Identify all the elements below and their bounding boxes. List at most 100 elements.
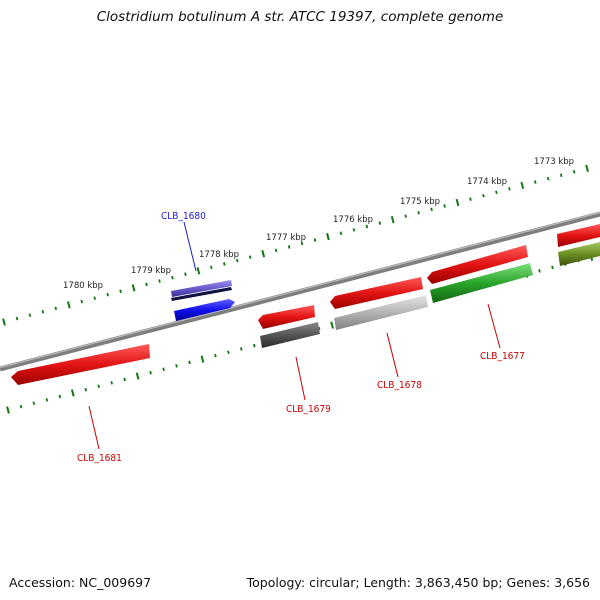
minor-tick xyxy=(210,265,213,270)
minor-tick xyxy=(119,289,122,294)
genome-backbone xyxy=(0,211,600,372)
genome-backbone-highlight xyxy=(0,211,600,369)
minor-tick xyxy=(54,306,58,311)
minor-tick xyxy=(534,180,537,184)
minor-tick xyxy=(80,299,84,304)
gene-label-clb-1680[interactable]: CLB_1680 xyxy=(161,211,206,222)
minor-tick xyxy=(508,187,511,191)
minor-tick xyxy=(538,269,541,273)
gene-feature-right-olive[interactable] xyxy=(558,242,600,266)
major-tick xyxy=(585,164,589,173)
scale-label-1780: 1780 kbp xyxy=(63,281,103,291)
minor-tick xyxy=(32,401,36,406)
minor-tick xyxy=(378,221,382,225)
gene-feature-right-red-top[interactable] xyxy=(557,224,600,247)
minor-tick xyxy=(469,197,472,201)
minor-tick xyxy=(28,313,32,317)
accession-text: Accession: NC_009697 xyxy=(9,575,152,590)
scale-label-1779: 1779 kbp xyxy=(131,266,171,276)
minor-tick xyxy=(188,360,191,365)
gene-feature-clb-1679-red[interactable] xyxy=(258,305,315,329)
gene-label-clb-1677[interactable]: CLB_1677 xyxy=(480,351,525,362)
minor-tick xyxy=(339,231,343,236)
callout-line-clb-1678 xyxy=(386,332,399,378)
minor-tick xyxy=(45,398,49,402)
major-tick xyxy=(70,389,75,397)
scale-label-1774: 1774 kbp xyxy=(467,177,507,187)
minor-tick xyxy=(546,176,550,181)
major-tick xyxy=(330,321,334,329)
minor-tick xyxy=(123,377,126,382)
minor-tick xyxy=(404,214,407,218)
major-tick xyxy=(6,406,10,414)
minor-tick xyxy=(84,387,88,392)
minor-tick xyxy=(106,292,109,297)
minor-tick xyxy=(158,279,161,283)
minor-tick xyxy=(19,404,23,409)
minor-tick xyxy=(175,364,178,368)
callout-line-clb-1681 xyxy=(88,405,100,450)
scale-label-1777: 1777 kbp xyxy=(266,233,306,243)
minor-tick xyxy=(184,272,187,277)
minor-tick xyxy=(162,367,165,372)
gene-feature-clb-1678[interactable] xyxy=(334,295,428,330)
gene-label-clb-1681[interactable]: CLB_1681 xyxy=(77,453,122,464)
major-tick xyxy=(66,301,71,309)
minor-tick xyxy=(443,204,446,208)
minor-tick xyxy=(227,350,230,355)
major-tick xyxy=(455,198,460,207)
minor-tick xyxy=(97,384,100,389)
minor-tick xyxy=(313,238,317,242)
minor-tick xyxy=(171,275,174,280)
scale-label-1773: 1773 kbp xyxy=(534,157,574,167)
minor-tick xyxy=(240,347,243,351)
callout-line-clb-1680 xyxy=(183,221,197,272)
minor-tick xyxy=(352,228,356,232)
gene-label-clb-1679[interactable]: CLB_1679 xyxy=(286,404,331,415)
minor-tick xyxy=(300,241,304,246)
minor-tick xyxy=(223,262,226,266)
minor-tick xyxy=(110,381,113,385)
major-tick xyxy=(2,318,6,326)
minor-tick xyxy=(417,210,420,215)
minor-tick xyxy=(287,245,291,249)
gene-feature-clb-1678-red[interactable] xyxy=(330,277,423,309)
minor-tick xyxy=(572,170,576,174)
minor-tick xyxy=(365,224,369,229)
minor-tick xyxy=(253,343,256,348)
major-tick xyxy=(196,267,201,275)
minor-tick xyxy=(559,173,563,178)
genome-summary-text: Topology: circular; Length: 3,863,450 bp… xyxy=(246,575,590,590)
gene-feature-clb-1677-red[interactable] xyxy=(427,245,528,284)
scale-label-1775: 1775 kbp xyxy=(400,197,440,207)
scale-label-1778: 1778 kbp xyxy=(199,250,239,260)
callout-line-clb-1677 xyxy=(487,303,501,349)
gene-feature-clb-1681[interactable] xyxy=(11,344,150,385)
major-tick xyxy=(326,233,330,241)
minor-tick xyxy=(551,265,554,270)
major-tick xyxy=(135,372,140,380)
minor-tick xyxy=(15,316,19,321)
minor-tick xyxy=(248,255,252,259)
minor-tick xyxy=(58,394,62,399)
outer-tick-track xyxy=(2,164,589,326)
minor-tick xyxy=(430,207,433,212)
map-title: Clostridium botulinum A str. ATCC 19397,… xyxy=(96,9,504,25)
gene-label-clb-1678[interactable]: CLB_1678 xyxy=(377,380,422,391)
gene-feature-clb-1677[interactable] xyxy=(430,263,533,303)
major-tick xyxy=(520,181,525,190)
scale-label-1776: 1776 kbp xyxy=(333,215,373,225)
minor-tick xyxy=(145,282,148,287)
major-tick xyxy=(200,355,205,363)
gene-feature-clb-1680[interactable] xyxy=(171,280,235,321)
callout-line-clb-1679 xyxy=(295,356,306,401)
minor-tick xyxy=(149,370,152,375)
minor-tick xyxy=(214,353,217,358)
major-tick xyxy=(131,284,136,292)
minor-tick xyxy=(482,193,485,198)
major-tick xyxy=(390,215,395,224)
minor-tick xyxy=(274,248,278,253)
major-tick xyxy=(261,250,266,258)
gene-feature-clb-1679[interactable] xyxy=(260,322,320,348)
